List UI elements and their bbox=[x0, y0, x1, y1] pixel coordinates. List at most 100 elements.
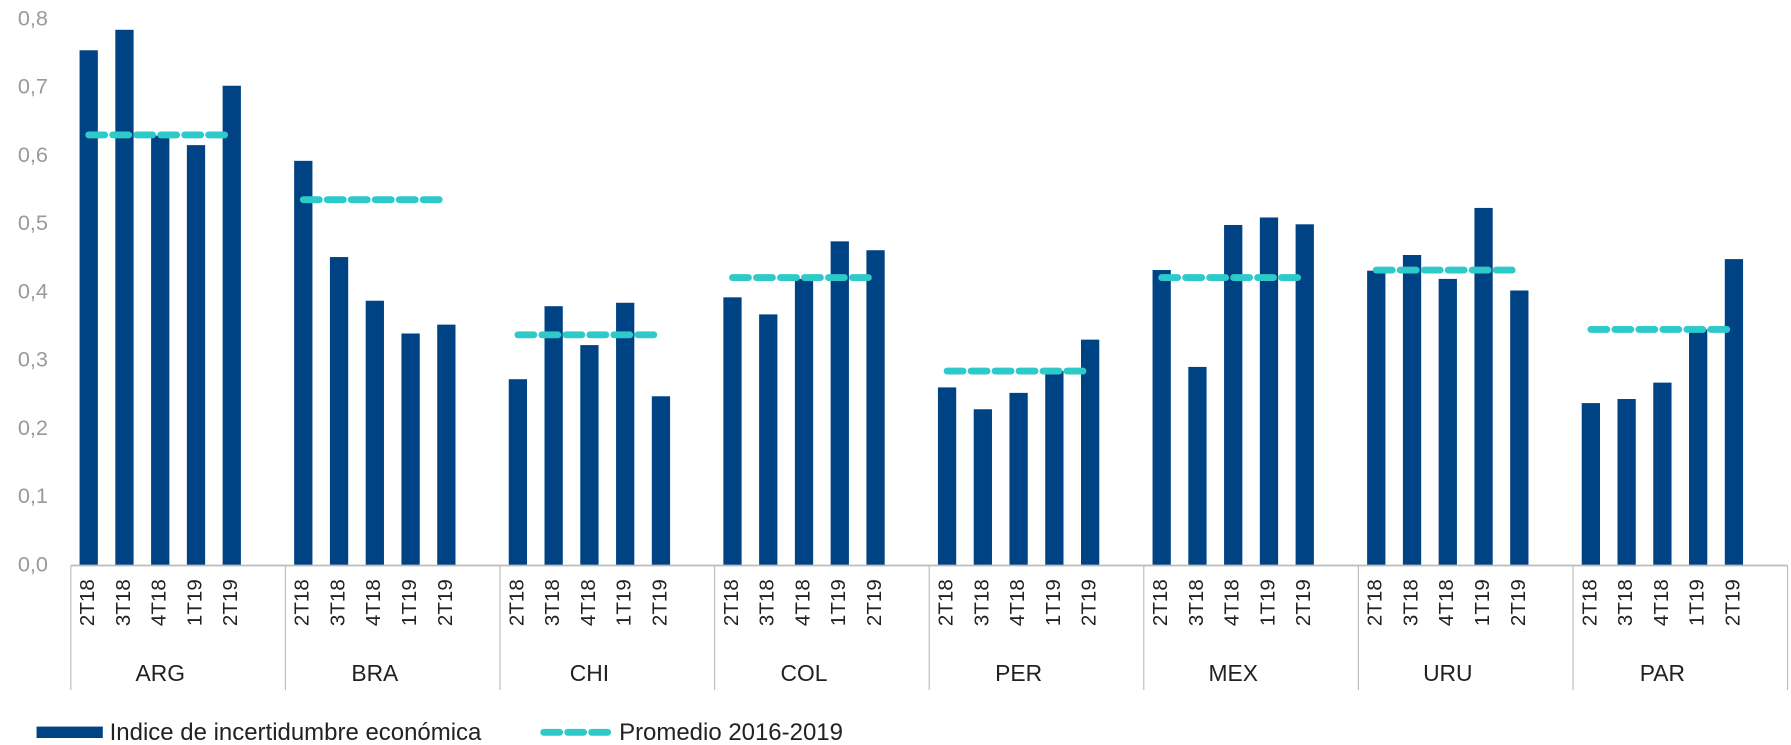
x-tick-label: 4T18 bbox=[362, 579, 385, 626]
x-tick-label: 2T19 bbox=[434, 579, 457, 626]
y-tick-label: 0,3 bbox=[18, 347, 48, 372]
x-tick-label: 3T18 bbox=[756, 579, 779, 626]
x-tick-label: 3T18 bbox=[1399, 579, 1422, 626]
y-tick-label: 0,6 bbox=[18, 142, 48, 167]
x-tick-label: 1T19 bbox=[398, 579, 421, 626]
bar bbox=[401, 333, 420, 566]
x-tick-label: 2T18 bbox=[1149, 579, 1172, 626]
bar bbox=[1367, 270, 1386, 566]
x-tick-label: 4T18 bbox=[577, 579, 600, 626]
bar bbox=[1188, 366, 1207, 566]
x-tick-label: 1T19 bbox=[827, 579, 850, 626]
bar bbox=[1438, 278, 1457, 566]
bar bbox=[616, 302, 635, 566]
x-tick-label: 2T18 bbox=[505, 579, 528, 626]
bar bbox=[794, 278, 814, 566]
x-tick-label: 2T19 bbox=[863, 579, 886, 626]
x-tick-label: 2T19 bbox=[1292, 579, 1315, 626]
bar bbox=[294, 160, 313, 566]
x-tick-label: 1T19 bbox=[1042, 579, 1065, 626]
x-tick-label: 1T19 bbox=[1686, 579, 1709, 626]
legend-label: Promedio 2016-2019 bbox=[619, 719, 843, 745]
x-tick-label: 4T18 bbox=[791, 579, 814, 626]
bar bbox=[1224, 224, 1243, 566]
x-tick-label: 3T18 bbox=[112, 579, 135, 626]
bar bbox=[973, 409, 992, 566]
x-tick-label: 2T18 bbox=[1578, 579, 1601, 626]
bar bbox=[759, 314, 778, 566]
bar bbox=[1009, 392, 1028, 566]
legend-label: Indice de incertidumbre económica bbox=[110, 719, 482, 745]
x-tick-label: 2T19 bbox=[1078, 579, 1101, 626]
bar bbox=[222, 85, 241, 566]
x-tick-label: 3T18 bbox=[326, 579, 349, 626]
x-tick-label: 2T19 bbox=[1721, 579, 1744, 626]
bar bbox=[580, 345, 599, 566]
y-tick-label: 0,8 bbox=[18, 5, 48, 30]
bar bbox=[1474, 207, 1493, 566]
x-tick-label: 3T18 bbox=[970, 579, 993, 626]
x-tick-label: 3T18 bbox=[541, 579, 564, 626]
bar bbox=[1295, 224, 1314, 566]
bar bbox=[1045, 371, 1064, 566]
bar bbox=[723, 297, 742, 566]
bar bbox=[1510, 290, 1529, 566]
y-tick-label: 0,1 bbox=[18, 483, 48, 508]
y-tick-label: 0,0 bbox=[18, 551, 48, 576]
x-tick-label: 1T19 bbox=[1256, 579, 1279, 626]
bar bbox=[1259, 217, 1279, 566]
group-label: CHI bbox=[570, 660, 609, 686]
y-tick-label: 0,4 bbox=[18, 278, 48, 303]
x-tick-label: 2T18 bbox=[1364, 579, 1387, 626]
bar bbox=[329, 257, 349, 566]
x-tick-label: 2T18 bbox=[720, 579, 743, 626]
x-tick-label: 2T19 bbox=[1507, 579, 1530, 626]
group-label: BRA bbox=[351, 660, 399, 686]
x-tick-label: 1T19 bbox=[1471, 579, 1494, 626]
y-tick-label: 0,7 bbox=[18, 74, 48, 99]
bar bbox=[79, 50, 98, 566]
group-label: URU bbox=[1423, 660, 1472, 686]
bar bbox=[937, 387, 957, 566]
bar bbox=[1617, 399, 1636, 566]
group-label: PAR bbox=[1640, 660, 1685, 686]
group-label: ARG bbox=[135, 660, 184, 686]
x-tick-label: 2T19 bbox=[219, 579, 242, 626]
x-tick-label: 4T18 bbox=[1650, 579, 1673, 626]
bar bbox=[1689, 329, 1708, 566]
x-tick-label: 1T19 bbox=[613, 579, 636, 626]
bar bbox=[1653, 382, 1672, 566]
bar bbox=[365, 300, 384, 566]
group-label: PER bbox=[995, 660, 1042, 686]
bar bbox=[508, 379, 528, 566]
bar bbox=[1081, 339, 1100, 566]
x-tick-label: 4T18 bbox=[1435, 579, 1458, 626]
bar bbox=[186, 145, 206, 566]
bar bbox=[866, 250, 885, 566]
bar bbox=[1724, 259, 1744, 566]
y-tick-label: 0,5 bbox=[18, 210, 48, 235]
bar bbox=[151, 135, 170, 566]
y-tick-label: 0,2 bbox=[18, 415, 48, 440]
bar bbox=[1402, 255, 1422, 566]
x-tick-label: 3T18 bbox=[1185, 579, 1208, 626]
bar bbox=[115, 29, 134, 566]
x-tick-label: 2T18 bbox=[935, 579, 958, 626]
x-tick-label: 1T19 bbox=[183, 579, 206, 626]
x-tick-label: 4T18 bbox=[148, 579, 171, 626]
bar bbox=[437, 324, 456, 566]
bar bbox=[544, 306, 563, 566]
group-label: COL bbox=[781, 660, 828, 686]
group-label: MEX bbox=[1208, 660, 1257, 686]
x-tick-label: 4T18 bbox=[1221, 579, 1244, 626]
legend-swatch bbox=[36, 726, 103, 739]
x-tick-label: 2T18 bbox=[291, 579, 314, 626]
bar bbox=[1581, 403, 1600, 566]
x-tick-label: 2T19 bbox=[648, 579, 671, 626]
x-tick-label: 2T18 bbox=[76, 579, 99, 626]
x-tick-label: 4T18 bbox=[1006, 579, 1029, 626]
x-tick-label: 3T18 bbox=[1614, 579, 1637, 626]
bar bbox=[1152, 270, 1171, 566]
bar bbox=[651, 396, 671, 566]
